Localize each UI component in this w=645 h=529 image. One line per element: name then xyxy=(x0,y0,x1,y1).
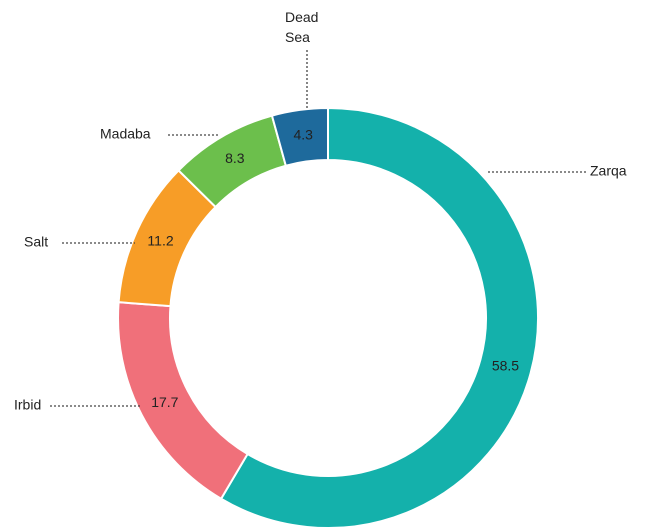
category-label: Irbid xyxy=(14,397,41,413)
slice xyxy=(270,106,329,167)
category-label: Madaba xyxy=(100,126,151,142)
value-label: 58.5 xyxy=(492,357,519,373)
value-label: 8.3 xyxy=(225,150,245,166)
slice xyxy=(219,106,539,529)
value-label: 11.2 xyxy=(147,232,173,248)
category-label: Salt xyxy=(24,234,48,250)
category-label: Dead Sea xyxy=(285,9,318,45)
value-label: 17.7 xyxy=(151,394,178,410)
value-label: 4.3 xyxy=(293,126,313,142)
category-label: Zarqa xyxy=(590,163,627,179)
slice xyxy=(117,301,249,501)
